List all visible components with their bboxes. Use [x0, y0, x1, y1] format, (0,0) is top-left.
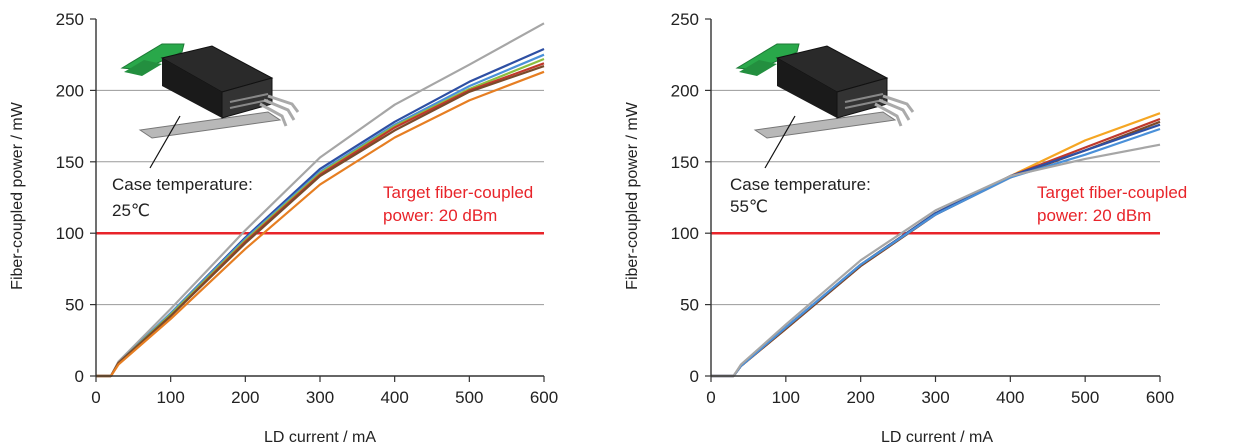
y-tick-label-200: 200 [56, 81, 84, 100]
laser-module-illustration [735, 43, 915, 139]
x-tick-label-500: 500 [1071, 388, 1099, 407]
series-line-6 [711, 143, 1161, 378]
y-tick-label-100: 100 [671, 224, 699, 243]
x-tick-label-500: 500 [455, 388, 483, 407]
tick-labels: 0 50 100 150 200 250 0 100 200 300 400 500 600 [671, 10, 1175, 407]
x-tick-label-300: 300 [306, 388, 334, 407]
x-tick-label-200: 200 [846, 388, 874, 407]
laser-module-illustration [120, 43, 300, 139]
chart-right: Case temperature: 55℃ Target fiber-coupl… [624, 10, 1187, 446]
x-tick-label-400: 400 [996, 388, 1024, 407]
x-tick-label-100: 100 [156, 388, 184, 407]
x-tick-label-600: 600 [530, 388, 558, 407]
series-line-3 [711, 120, 1161, 378]
annotation-pointer [149, 115, 181, 169]
x-axis-label: LD current / mA [881, 429, 993, 446]
y-tick-label-250: 250 [671, 10, 699, 29]
annotation-line-1: Case temperature: [112, 175, 253, 194]
series-line-5 [711, 127, 1161, 378]
chart-left: Case temperature: 25℃ Target fiber-coupl… [9, 10, 558, 446]
y-tick-label-0: 0 [75, 367, 84, 386]
x-tick-label-300: 300 [921, 388, 949, 407]
series-lines [96, 22, 545, 378]
y-tick-label-150: 150 [671, 153, 699, 172]
x-tick-label-200: 200 [231, 388, 259, 407]
annotation-pointer [764, 115, 796, 169]
y-tick-label-50: 50 [680, 296, 699, 315]
x-tick-label-100: 100 [772, 388, 800, 407]
series-line-7 [96, 70, 545, 378]
target-label-line-2: power: 20 dBm [1037, 206, 1151, 225]
y-tick-label-0: 0 [690, 367, 699, 386]
y-tick-label-150: 150 [56, 153, 84, 172]
target-label-line-2: power: 20 dBm [383, 206, 497, 225]
series-line-4 [711, 123, 1161, 378]
y-tick-label-200: 200 [671, 81, 699, 100]
y-tick-label-100: 100 [56, 224, 84, 243]
y-tick-label-50: 50 [65, 296, 84, 315]
y-axis-label: Fiber-coupled power / mW [624, 101, 641, 290]
target-label-line-1: Target fiber-coupled [1037, 183, 1187, 202]
x-tick-label-600: 600 [1146, 388, 1174, 407]
x-tick-label-0: 0 [706, 388, 715, 407]
annotation-line-2: 25℃ [112, 201, 150, 220]
target-label-line-1: Target fiber-coupled [383, 183, 533, 202]
axes [90, 18, 545, 382]
annotation-line-2: 55℃ [730, 197, 768, 216]
axes [705, 18, 1161, 382]
y-tick-label-250: 250 [56, 10, 84, 29]
annotation-line-1: Case temperature: [730, 175, 871, 194]
series-lines [711, 112, 1161, 378]
y-axis-label: Fiber-coupled power / mW [9, 101, 26, 290]
x-tick-label-0: 0 [91, 388, 100, 407]
x-axis-label: LD current / mA [264, 429, 376, 446]
tick-labels: 0 50 100 150 200 250 0 100 200 300 400 500 600 [56, 10, 559, 407]
x-tick-label-400: 400 [380, 388, 408, 407]
